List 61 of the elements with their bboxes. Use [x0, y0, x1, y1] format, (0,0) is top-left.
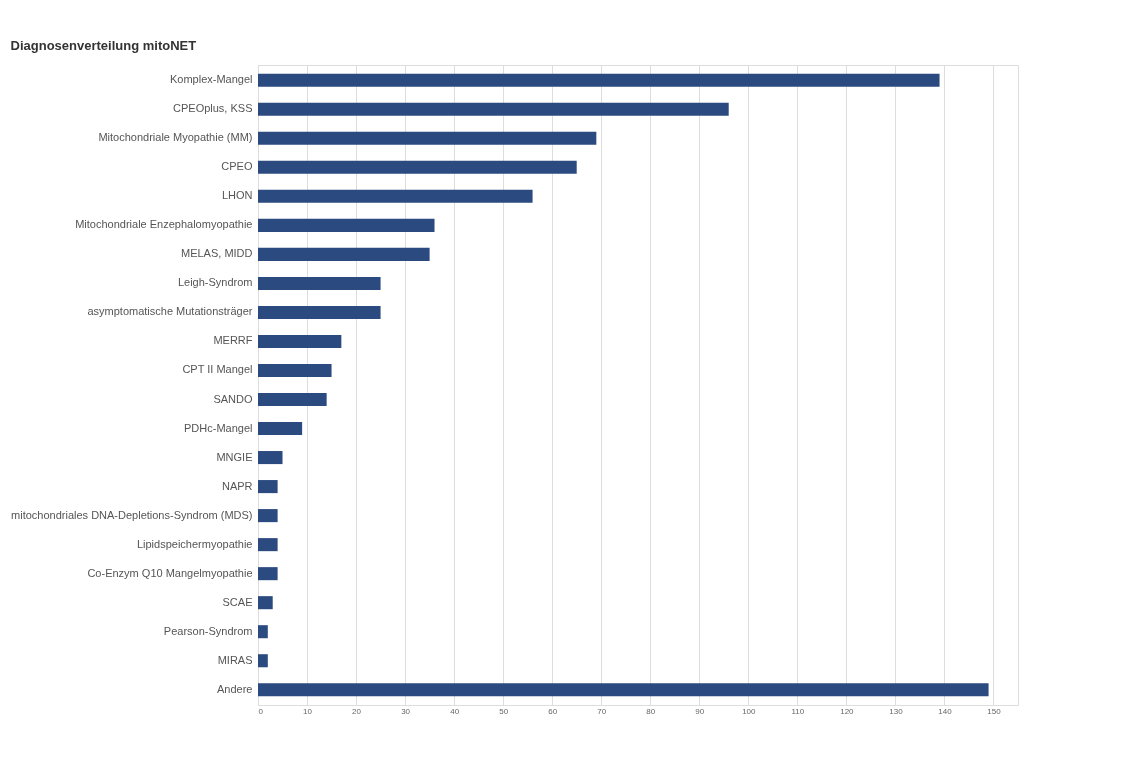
bar [258, 189, 533, 203]
y-tick-label: Mitochondriale Myopathie (MM) [98, 131, 253, 144]
bar [258, 160, 577, 174]
bar [258, 305, 381, 319]
y-tick-label: asymptomatische Mutationsträger [87, 305, 253, 318]
y-tick-label: LHON [221, 189, 253, 202]
x-tick-label: 130 [889, 706, 904, 716]
bar [258, 538, 278, 552]
bar [258, 276, 381, 290]
bar [258, 218, 435, 232]
bar [258, 567, 278, 581]
y-tick-label: CPEOplus, KSS [173, 102, 253, 115]
y-tick-label: MIRAS [217, 653, 253, 666]
bar [258, 509, 278, 523]
bar [258, 392, 327, 407]
bar [258, 73, 940, 87]
x-tick-label: 140 [938, 706, 953, 716]
bar [258, 334, 342, 348]
x-tick-label: 30 [401, 706, 411, 716]
y-tick-label: Leigh-Syndrom [177, 276, 253, 289]
bar [258, 451, 283, 465]
y-tick-label: CPT II Mangel [182, 363, 253, 376]
x-tick-label: 60 [548, 706, 558, 716]
y-tick-label: SCAE [222, 595, 253, 608]
x-tick-label: 70 [597, 706, 607, 716]
bar [258, 625, 268, 639]
y-tick-label: NAPR [221, 479, 253, 492]
y-tick-label: MELAS, MIDD [180, 247, 253, 260]
y-tick-label: mitochondriales DNA-Depletions-Syndrom (MDS) [11, 508, 253, 521]
x-tick-label: 90 [695, 706, 705, 716]
x-tick-label: 40 [450, 706, 460, 716]
x-tick-label: 80 [646, 706, 656, 716]
y-tick-label: Andere [217, 682, 253, 695]
y-tick-label: Mitochondriale Enzephalomyopathie [75, 218, 253, 231]
x-tick-label: 100 [742, 706, 757, 716]
x-tick-label: 0 [258, 706, 264, 716]
x-tick-label: 120 [840, 706, 855, 716]
bar [258, 363, 332, 378]
bar [258, 131, 597, 145]
y-tick-label: PDHc-Mangel [184, 421, 253, 434]
y-tick-label: MNGIE [216, 450, 253, 463]
bar [258, 596, 273, 610]
bar [258, 102, 729, 116]
bar [258, 654, 268, 668]
text: Diagnosenverteilung mitoNET [10, 38, 197, 53]
bar [258, 683, 989, 697]
y-tick-label: CPEO [221, 160, 253, 173]
y-tick-label: Co-Enzym Q10 Mangelmyopathie [87, 566, 253, 579]
bar [258, 422, 303, 436]
y-tick-label: MERRF [213, 334, 253, 347]
y-tick-label: Pearson-Syndrom [163, 624, 253, 637]
y-tick-label: Lipidspeichermyopathie [136, 537, 253, 550]
bar [258, 247, 430, 261]
y-tick-label: SANDO [213, 392, 253, 405]
x-tick-label: 50 [499, 706, 509, 716]
x-tick-label: 10 [303, 706, 313, 716]
x-tick-label: 20 [352, 706, 362, 716]
x-tick-label: 110 [791, 706, 805, 716]
x-tick-label: 150 [987, 706, 1002, 716]
bar [258, 480, 278, 494]
y-tick-label: Komplex-Mangel [169, 73, 253, 86]
